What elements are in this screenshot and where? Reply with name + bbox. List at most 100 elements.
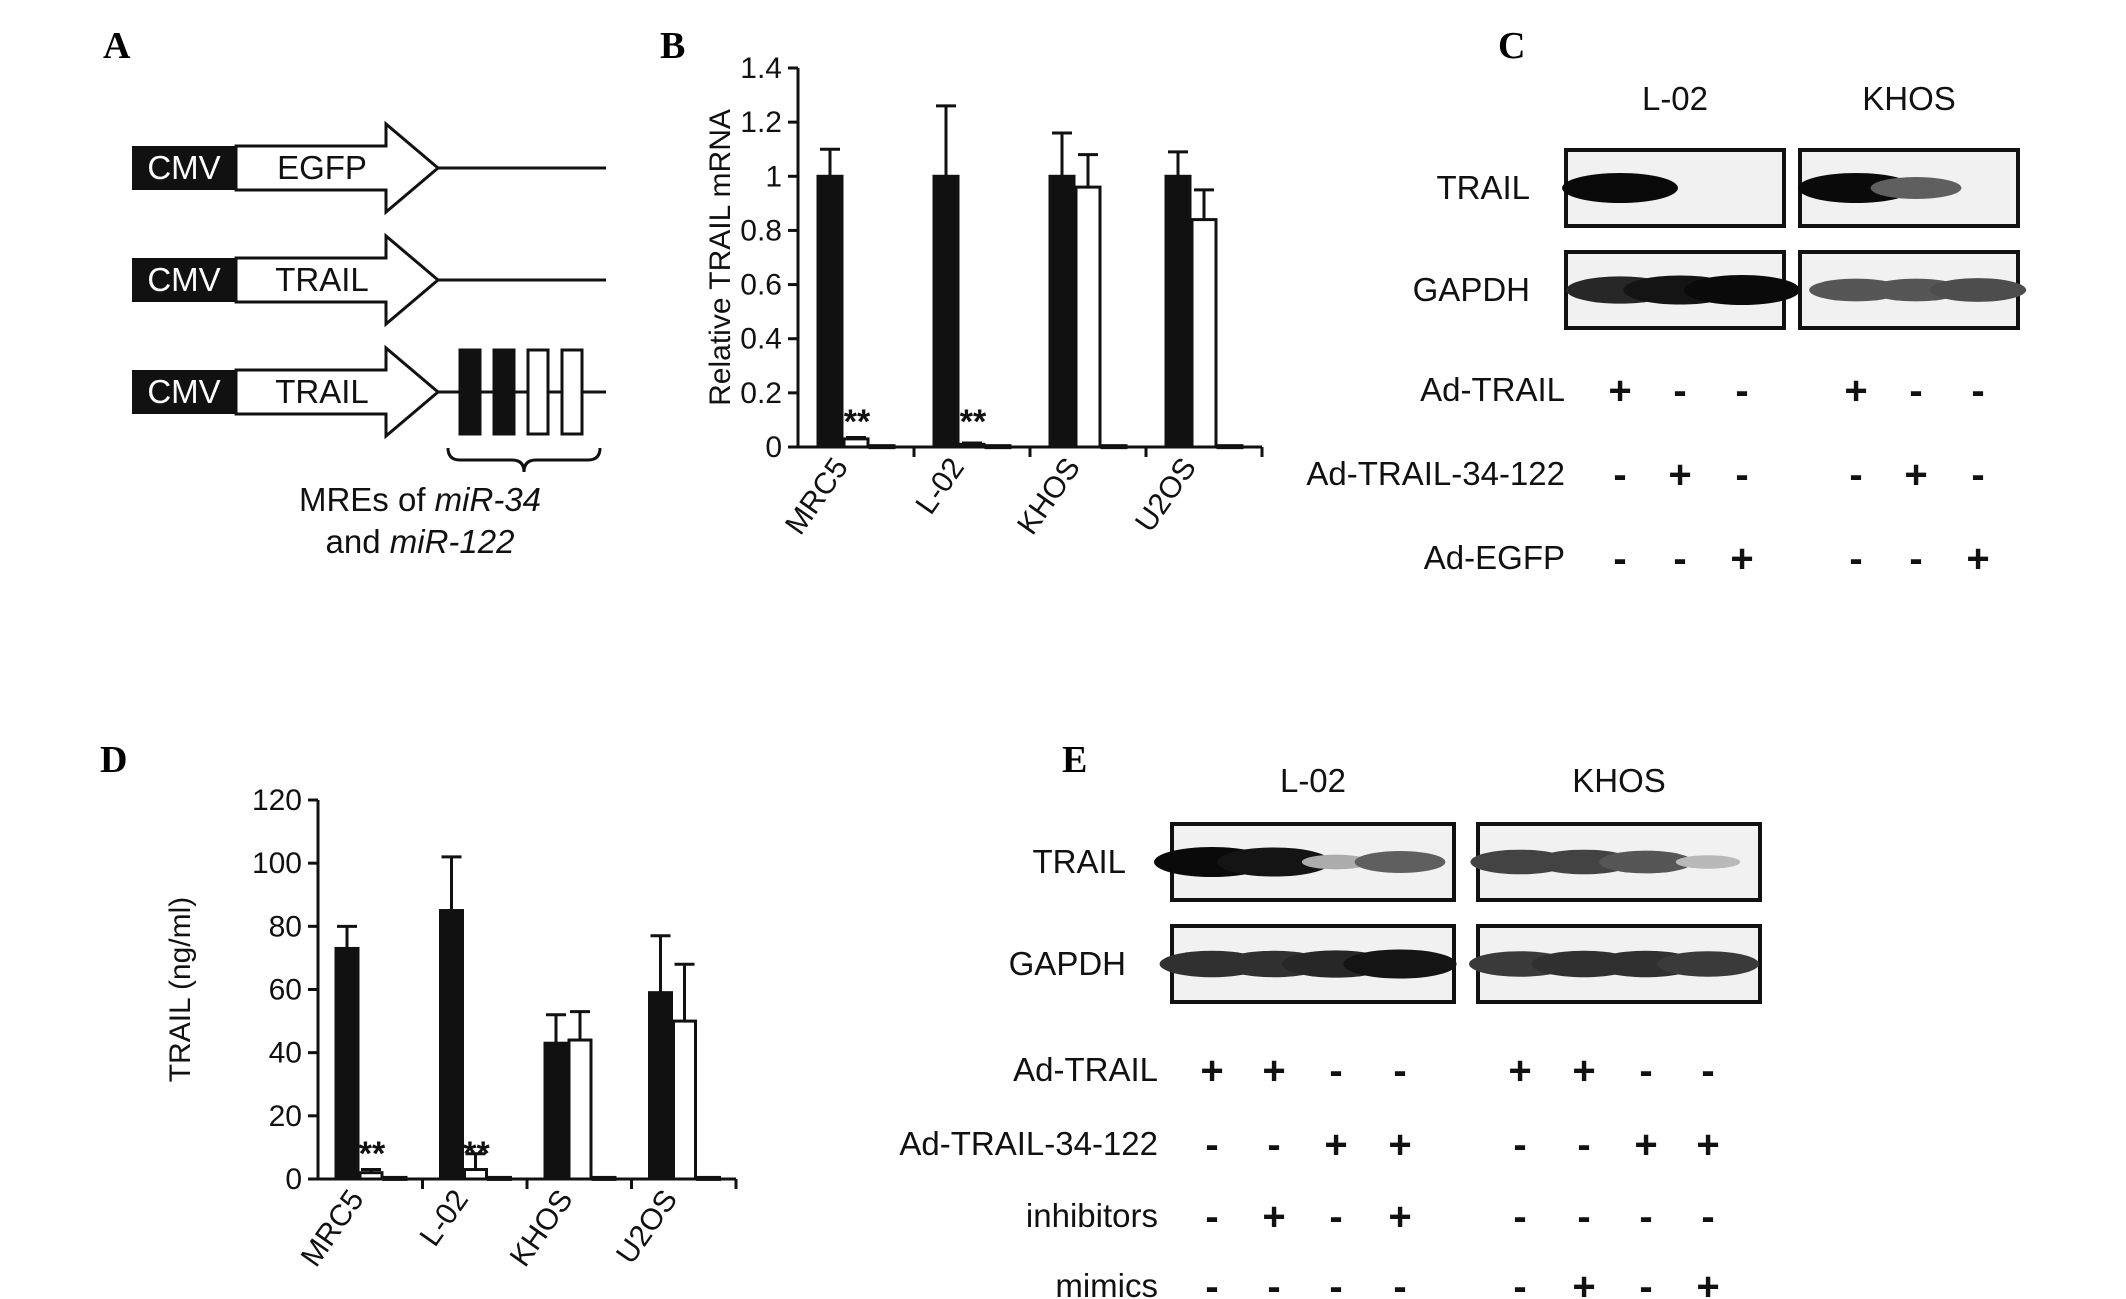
construct-diagrams: CMV EGFP CMV TRAIL CMV TRAIL	[132, 120, 606, 440]
blot-group-label: L-02	[1642, 80, 1708, 117]
blot-band	[1599, 850, 1693, 874]
minus-sign: -	[1329, 1049, 1342, 1093]
x-tick-label: U2OS	[610, 1184, 684, 1270]
plus-sign: +	[1844, 369, 1867, 413]
y-tick-label: 20	[269, 1100, 302, 1133]
panel-d: D 0 20 40 60 80 100 120 TRAIL (ng/ml) ** MRC5 ** L-…	[100, 739, 738, 1273]
bar	[567, 1038, 593, 1181]
plus-sign: +	[1388, 1195, 1411, 1239]
minus-sign: -	[1205, 1123, 1218, 1167]
minus-sign: -	[1701, 1049, 1714, 1093]
minus-sign: -	[1613, 537, 1626, 581]
bar	[358, 1171, 384, 1181]
significance-label: **	[359, 1135, 386, 1173]
y-tick-label: 1	[765, 160, 782, 193]
minus-sign: -	[1639, 1049, 1652, 1093]
blot-row-label: TRAIL	[1436, 169, 1530, 206]
plus-sign: +	[1572, 1265, 1595, 1299]
minus-sign: -	[1971, 369, 1984, 413]
mre-mir34-box	[492, 348, 516, 436]
promoter-label: CMV	[147, 261, 220, 298]
gene-label: TRAIL	[275, 373, 369, 410]
plus-sign: +	[1608, 369, 1631, 413]
blot-band	[1870, 177, 1962, 199]
minus-sign: -	[1513, 1265, 1526, 1299]
y-tick-label: 0	[765, 431, 782, 464]
y-tick-label: 40	[269, 1037, 302, 1070]
y-tick-label: 0.8	[740, 214, 782, 247]
blot-group-label: L-02	[1280, 762, 1346, 799]
significance-label: **	[960, 403, 987, 441]
minus-sign: -	[1639, 1265, 1652, 1299]
construct-row: CMV EGFP	[132, 120, 606, 216]
condition-label: Ad-TRAIL-34-122	[899, 1125, 1158, 1162]
mre-caption-line2: and miR-122	[326, 523, 515, 560]
bar	[932, 174, 960, 449]
y-tick-label: 0.6	[740, 269, 782, 302]
plus-sign: +	[1668, 453, 1691, 497]
panel-letter-a: A	[103, 25, 131, 67]
condition-label: Ad-TRAIL	[1420, 371, 1565, 408]
plus-sign: +	[1696, 1265, 1719, 1299]
panel-letter-c: C	[1498, 25, 1525, 67]
minus-sign: -	[1735, 453, 1748, 497]
condition-label: Ad-TRAIL-34-122	[1306, 455, 1565, 492]
bar	[334, 946, 360, 1181]
minus-sign: -	[1205, 1265, 1218, 1299]
bar	[1074, 185, 1102, 449]
blot-group-label: KHOS	[1862, 80, 1956, 117]
minus-sign: -	[1267, 1123, 1280, 1167]
bar	[696, 1175, 721, 1181]
x-tick-label: L-02	[414, 1184, 475, 1252]
condition-label: mimics	[1055, 1267, 1158, 1299]
cmv-promoter-box	[132, 370, 236, 414]
x-tick-label: L-02	[909, 452, 970, 520]
y-tick-label: 0	[285, 1163, 302, 1196]
y-tick-label: 60	[269, 974, 302, 1007]
minus-sign: -	[1971, 453, 1984, 497]
blot-band	[1301, 854, 1371, 870]
y-tick-label: 120	[252, 784, 302, 817]
minus-sign: -	[1673, 537, 1686, 581]
plus-sign: +	[1262, 1049, 1285, 1093]
minus-sign: -	[1329, 1195, 1342, 1239]
minus-sign: -	[1909, 369, 1922, 413]
plus-sign: +	[1634, 1123, 1657, 1167]
bar	[543, 1041, 569, 1181]
minus-sign: -	[1513, 1123, 1526, 1167]
bar	[868, 444, 896, 450]
bar	[382, 1175, 408, 1181]
blot-band	[1684, 275, 1800, 305]
y-axis-label: TRAIL (ng/ml)	[164, 897, 197, 1083]
plus-sign: +	[1966, 537, 1989, 581]
bar	[816, 174, 844, 449]
condition-label: inhibitors	[1026, 1197, 1158, 1234]
blot-row-label: GAPDH	[1413, 271, 1530, 308]
minus-sign: -	[1513, 1195, 1526, 1239]
x-tick-label: MRC5	[295, 1184, 371, 1273]
construct-row: CMV TRAIL	[132, 344, 606, 440]
minus-sign: -	[1701, 1195, 1714, 1239]
panel-a: A CMV EGFP CMV TRAIL CMV TRAIL MREs of miR-34…	[103, 25, 606, 560]
plus-sign: +	[1388, 1123, 1411, 1167]
minus-sign: -	[1849, 453, 1862, 497]
panel-letter-e: E	[1062, 739, 1087, 781]
condition-label: Ad-TRAIL	[1013, 1051, 1158, 1088]
blot-band	[1343, 949, 1457, 979]
cmv-promoter-box	[132, 258, 236, 302]
minus-sign: -	[1393, 1049, 1406, 1093]
plus-sign: +	[1262, 1195, 1285, 1239]
minus-sign: -	[1639, 1195, 1652, 1239]
bar	[487, 1175, 512, 1181]
bar	[1048, 174, 1076, 449]
plus-sign: +	[1200, 1049, 1223, 1093]
bar	[1100, 444, 1128, 450]
y-tick-label: 100	[252, 847, 302, 880]
blot-group-label: KHOS	[1572, 762, 1666, 799]
plus-sign: +	[1508, 1049, 1531, 1093]
